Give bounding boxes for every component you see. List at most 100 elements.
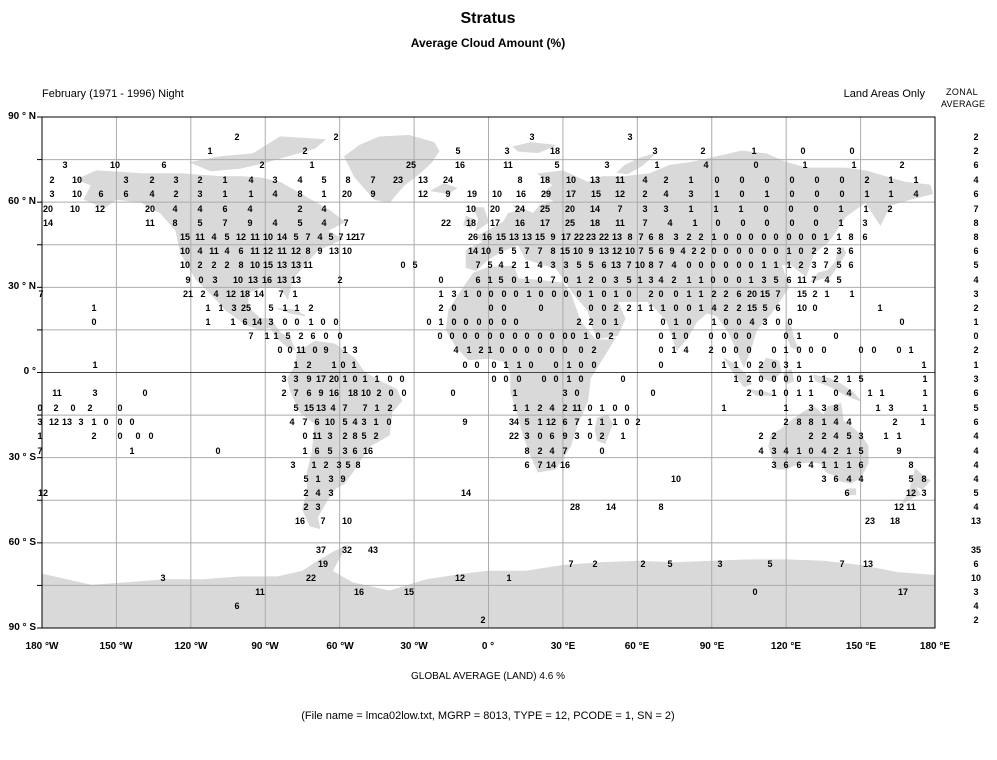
cell-value: 0 xyxy=(450,388,456,398)
cell-value: 0 xyxy=(117,431,123,441)
cell-value: 0 xyxy=(562,331,568,341)
cell-value: 1 xyxy=(786,246,792,256)
cell-value: 0 xyxy=(524,345,530,355)
cell-value: 0 xyxy=(739,189,745,199)
cell-value: 9 xyxy=(588,246,594,256)
cell-value: 0 xyxy=(562,345,568,355)
landmass-shape xyxy=(277,308,306,317)
cell-value: 4 xyxy=(549,446,555,456)
cell-value: 7 xyxy=(38,289,44,299)
cell-value: 20 xyxy=(144,204,155,214)
cell-value: 2 xyxy=(691,246,697,256)
cell-value: 0 xyxy=(714,175,720,185)
cell-value: 14 xyxy=(545,460,556,470)
cell-value: 2 xyxy=(626,303,632,313)
cell-value: 1 xyxy=(331,360,337,370)
cell-value: 0 xyxy=(578,360,584,370)
cell-value: 1 xyxy=(796,331,802,341)
cell-value: 19 xyxy=(466,189,477,199)
cell-value: 0 xyxy=(736,246,742,256)
cell-value: 15 xyxy=(746,303,757,313)
cell-value: 1 xyxy=(711,317,717,327)
cell-value: 9 xyxy=(185,275,191,285)
cell-value: 0 xyxy=(814,189,820,199)
cell-value: 25 xyxy=(564,218,575,228)
cell-value: 7 xyxy=(343,218,349,228)
cell-value: 3 xyxy=(342,446,348,456)
cell-value: 0 xyxy=(673,289,679,299)
zonal-average-value: 4 xyxy=(973,431,979,441)
zonal-average-value: 13 xyxy=(970,516,981,526)
cell-value: 7 xyxy=(626,260,632,270)
zonal-average-value: 4 xyxy=(973,474,979,484)
cell-value: 7 xyxy=(278,289,284,299)
cell-value: 15 xyxy=(796,289,807,299)
cell-value: 3 xyxy=(231,303,237,313)
cell-value: 1 xyxy=(292,289,298,299)
cell-value: 3 xyxy=(524,431,530,441)
cell-value: 4 xyxy=(642,175,648,185)
cell-value: 0 xyxy=(198,275,204,285)
cell-value: 0 xyxy=(764,175,770,185)
cell-value: 16 xyxy=(328,388,339,398)
cell-value: 6 xyxy=(833,474,839,484)
cell-value: 3 xyxy=(862,218,868,228)
cell-value: 0 xyxy=(839,175,845,185)
cell-value: 0 xyxy=(587,403,593,413)
cell-value: 20 xyxy=(341,189,352,199)
cell-value: 0 xyxy=(512,331,518,341)
cell-value: 6 xyxy=(242,317,248,327)
cell-value: 4 xyxy=(783,446,789,456)
zonal-average-value: 6 xyxy=(973,559,979,569)
cell-value: 7 xyxy=(638,232,644,242)
zonal-average-value: 4 xyxy=(973,446,979,456)
cell-value: 15 xyxy=(759,289,770,299)
cell-value: 20 xyxy=(328,374,339,384)
cell-value: 1 xyxy=(373,417,379,427)
cell-value: 15 xyxy=(559,246,570,256)
cell-value: 0 xyxy=(282,317,288,327)
period-caption: February (1971 - 1996) Night xyxy=(42,88,184,100)
cell-value: 1 xyxy=(849,289,855,299)
cell-value: 0 xyxy=(612,403,618,413)
landmass-shape xyxy=(901,468,931,505)
cell-value: 7 xyxy=(537,460,543,470)
cell-value: 1 xyxy=(613,317,619,327)
cell-value: 1 xyxy=(833,460,839,470)
cell-value: 12 xyxy=(290,246,301,256)
cell-value: 3 xyxy=(327,431,333,441)
cell-value: 1 xyxy=(908,345,914,355)
zonal-average-value: 4 xyxy=(973,275,979,285)
cell-value: 2 xyxy=(783,417,789,427)
cell-value: 1 xyxy=(222,175,228,185)
cell-value: 7 xyxy=(775,289,781,299)
cell-value: 1 xyxy=(786,260,792,270)
cell-value: 12 xyxy=(417,189,428,199)
cell-value: 6 xyxy=(848,246,854,256)
cell-value: 4 xyxy=(330,403,336,413)
zonal-average-value: 35 xyxy=(970,545,981,555)
cell-value: 32 xyxy=(341,545,352,555)
cell-value: 1 xyxy=(875,403,881,413)
cell-value: 0 xyxy=(733,331,739,341)
global-average-caption: GLOBAL AVERAGE (LAND) 4.6 % xyxy=(411,671,565,682)
cell-value: 0 xyxy=(553,360,559,370)
zonal-average-value: 0 xyxy=(973,331,979,341)
zonal-average-value: 4 xyxy=(973,175,979,185)
cell-value: 0 xyxy=(849,146,855,156)
cell-value: 1 xyxy=(823,232,829,242)
cell-value: 0 xyxy=(129,417,135,427)
cell-value: 2 xyxy=(91,431,97,441)
cell-value: 1 xyxy=(222,189,228,199)
cell-value: 13 xyxy=(611,232,622,242)
cell-value: 0 xyxy=(103,417,109,427)
cell-value: 11 xyxy=(615,218,625,228)
cell-value: 4 xyxy=(211,232,217,242)
cell-value: 0 xyxy=(512,345,518,355)
cell-value: 0 xyxy=(337,331,343,341)
cell-value: 4 xyxy=(549,403,555,413)
cell-value: 5 xyxy=(762,303,768,313)
cell-value: 1 xyxy=(37,431,43,441)
cell-value: 1 xyxy=(599,417,605,427)
cell-value: 1 xyxy=(913,175,919,185)
